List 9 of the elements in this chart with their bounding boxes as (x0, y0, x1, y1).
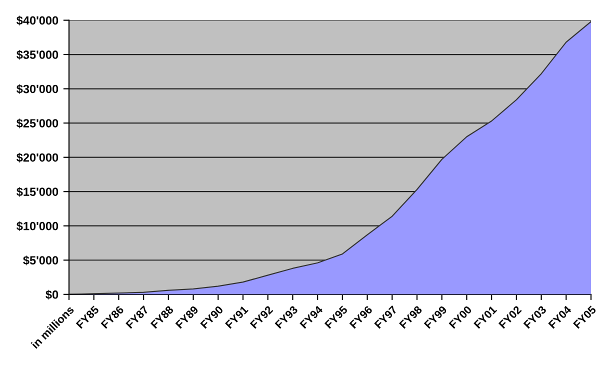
y-tick-label: $10'000 (16, 221, 58, 232)
y-tick-label: $35'000 (16, 50, 58, 60)
y-tick-label: $20'000 (16, 152, 58, 162)
y-tick-label: $30'000 (16, 84, 58, 94)
y-tick-label: $40'000 (16, 16, 58, 26)
y-tick-label: $25'000 (16, 118, 58, 128)
y-tick-label: $5'000 (23, 256, 58, 266)
y-tick-label: $0 (46, 290, 58, 300)
y-tick-label: $15'000 (16, 187, 58, 197)
